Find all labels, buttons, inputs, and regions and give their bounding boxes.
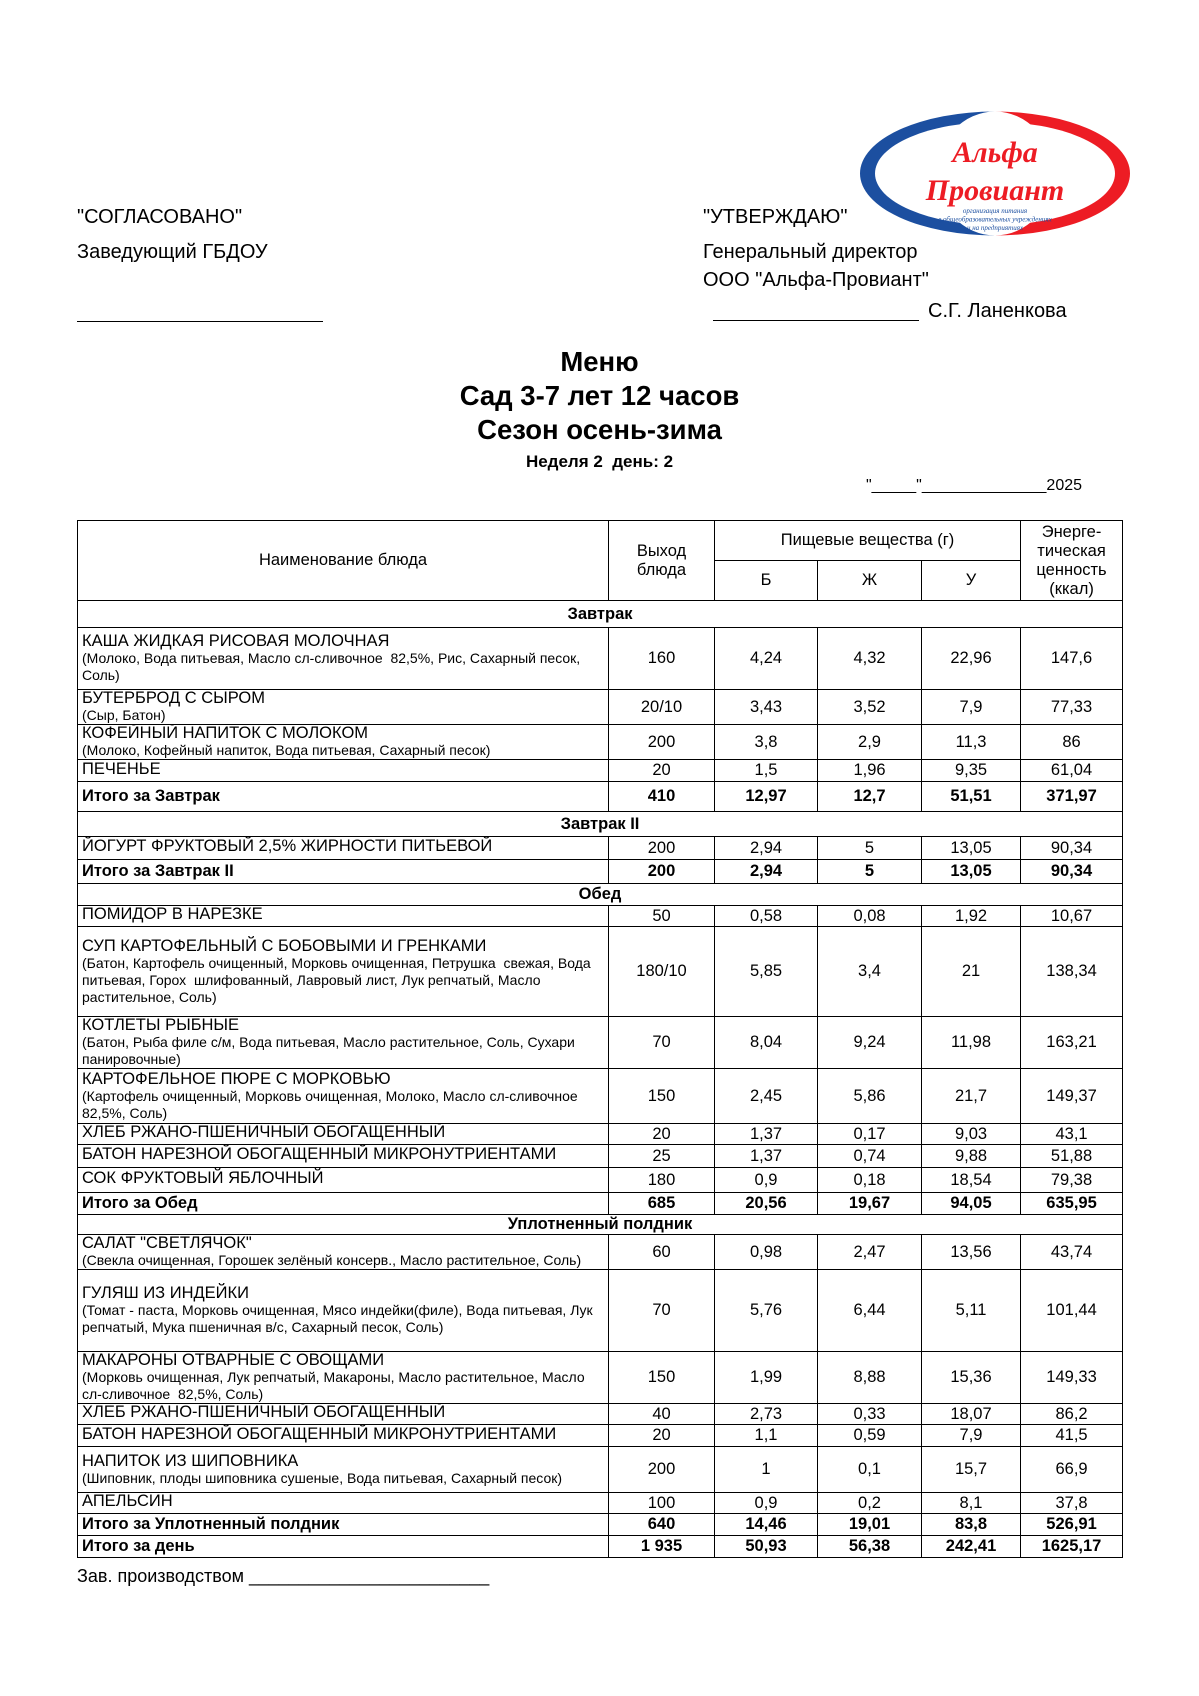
svg-text:Провиант: Провиант xyxy=(925,174,1064,207)
svg-text:в общеобразовательных учрежден: в общеобразовательных учреждениях xyxy=(938,216,1052,224)
svg-text:организация питания: организация питания xyxy=(963,207,1027,215)
svg-text:и на предприятиях: и на предприятиях xyxy=(967,224,1024,232)
svg-text:Альфа: Альфа xyxy=(950,136,1038,169)
